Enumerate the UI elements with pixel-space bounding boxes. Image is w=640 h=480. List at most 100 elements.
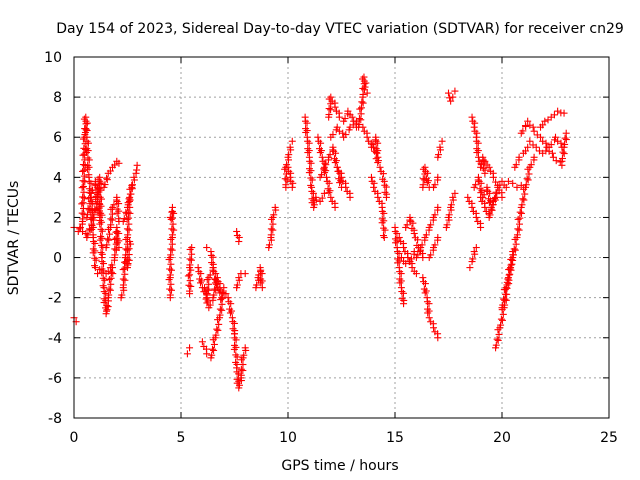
data-point xyxy=(400,300,408,308)
data-point xyxy=(212,286,220,294)
data-point xyxy=(395,250,403,258)
data-point xyxy=(167,260,175,268)
data-point xyxy=(185,281,193,289)
data-point xyxy=(111,251,119,259)
data-point xyxy=(89,249,97,257)
data-point xyxy=(374,193,382,201)
data-point xyxy=(130,173,138,181)
chart-title: Day 154 of 2023, Sidereal Day-to-day VTE… xyxy=(56,21,624,37)
data-point xyxy=(205,286,213,294)
data-point xyxy=(477,179,485,187)
data-point xyxy=(498,177,506,185)
data-point xyxy=(218,306,226,314)
data-point xyxy=(522,147,530,155)
data-point xyxy=(201,284,209,292)
data-point xyxy=(166,285,174,293)
data-point xyxy=(443,221,451,229)
data-point xyxy=(188,250,196,258)
data-point xyxy=(270,211,278,219)
data-point xyxy=(235,274,243,282)
data-point xyxy=(318,194,326,202)
data-point xyxy=(359,90,367,98)
data-point xyxy=(370,183,378,191)
data-point xyxy=(393,229,401,237)
data-point xyxy=(76,223,84,231)
data-point xyxy=(504,177,512,185)
data-point xyxy=(422,231,430,239)
data-point xyxy=(488,206,496,214)
data-point xyxy=(106,286,114,294)
data-point xyxy=(78,184,86,192)
y-tick-label: 6 xyxy=(53,130,62,146)
data-point xyxy=(561,140,569,148)
x-tick-label: 5 xyxy=(177,430,186,446)
data-point xyxy=(397,270,405,278)
y-tick-label: 8 xyxy=(53,90,62,106)
data-point xyxy=(125,195,133,203)
data-point xyxy=(509,248,517,256)
data-point xyxy=(477,193,485,201)
data-point xyxy=(421,280,429,288)
data-point xyxy=(406,213,414,221)
data-point xyxy=(269,220,277,228)
data-point xyxy=(227,300,235,308)
data-point xyxy=(208,351,216,359)
data-point xyxy=(497,315,505,323)
data-point xyxy=(168,225,176,233)
data-point xyxy=(373,149,381,157)
data-point xyxy=(500,295,508,303)
data-point xyxy=(486,189,494,197)
y-tick-label: 0 xyxy=(53,251,62,267)
data-point xyxy=(258,284,266,292)
data-point xyxy=(109,270,117,278)
grid-lines xyxy=(74,57,609,418)
data-point xyxy=(357,104,365,112)
data-point xyxy=(547,141,555,149)
data-point xyxy=(168,231,176,239)
data-point xyxy=(310,201,318,209)
data-point xyxy=(87,189,95,197)
data-point xyxy=(233,281,241,289)
data-point xyxy=(498,193,506,201)
data-point xyxy=(92,256,100,264)
data-point xyxy=(187,282,195,290)
data-point xyxy=(336,179,344,187)
data-point xyxy=(435,151,443,159)
data-point xyxy=(419,274,427,282)
data-point xyxy=(196,279,204,287)
data-point xyxy=(398,295,406,303)
data-point xyxy=(84,139,92,147)
data-point xyxy=(499,310,507,318)
data-point xyxy=(421,289,429,297)
data-point xyxy=(216,289,224,297)
data-point xyxy=(253,281,261,289)
data-point xyxy=(506,270,514,278)
data-point xyxy=(397,254,405,262)
data-point xyxy=(468,113,476,121)
data-point xyxy=(206,301,214,309)
data-point xyxy=(517,181,525,189)
data-point xyxy=(524,143,532,151)
data-point xyxy=(97,249,105,257)
data-point xyxy=(119,275,127,283)
data-point xyxy=(560,109,568,117)
data-point xyxy=(542,147,550,155)
data-point xyxy=(125,226,133,234)
data-point xyxy=(341,115,349,123)
data-point xyxy=(220,284,228,292)
data-point xyxy=(213,325,221,333)
data-point xyxy=(115,200,123,208)
data-point xyxy=(498,316,506,324)
data-point xyxy=(325,111,333,119)
data-point xyxy=(400,244,408,252)
data-point xyxy=(550,111,558,119)
data-point xyxy=(339,129,347,137)
data-point xyxy=(309,189,317,197)
data-point xyxy=(449,193,457,201)
data-point xyxy=(418,241,426,249)
data-point xyxy=(125,245,133,253)
data-point xyxy=(205,280,213,288)
data-point xyxy=(183,350,191,358)
data-point xyxy=(121,276,129,284)
data-point xyxy=(123,225,131,233)
